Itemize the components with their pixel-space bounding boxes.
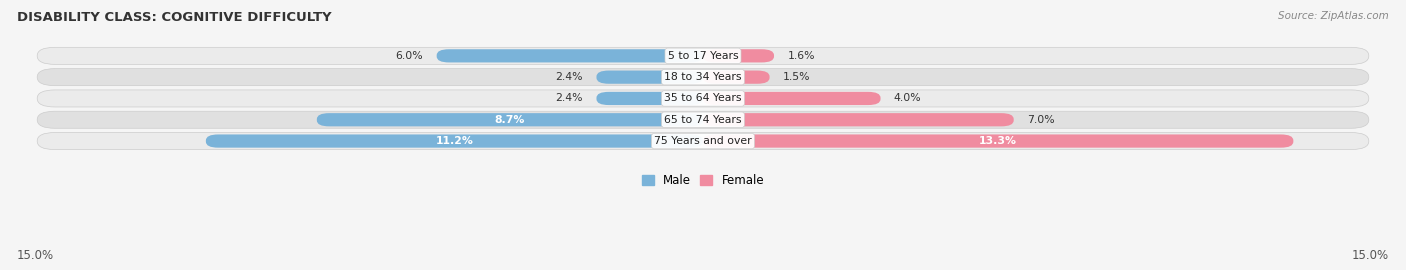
FancyBboxPatch shape [316,113,703,126]
FancyBboxPatch shape [37,47,1369,64]
Text: 15.0%: 15.0% [1353,249,1389,262]
Text: 13.3%: 13.3% [979,136,1017,146]
Legend: Male, Female: Male, Female [637,170,769,192]
FancyBboxPatch shape [37,133,1369,150]
Text: 65 to 74 Years: 65 to 74 Years [664,115,742,125]
FancyBboxPatch shape [205,134,703,148]
Text: 1.5%: 1.5% [783,72,810,82]
Text: 35 to 64 Years: 35 to 64 Years [664,93,742,103]
Text: 75 Years and over: 75 Years and over [654,136,752,146]
FancyBboxPatch shape [703,134,1294,148]
Text: 18 to 34 Years: 18 to 34 Years [664,72,742,82]
Text: 7.0%: 7.0% [1026,115,1054,125]
Text: 2.4%: 2.4% [555,93,583,103]
Text: DISABILITY CLASS: COGNITIVE DIFFICULTY: DISABILITY CLASS: COGNITIVE DIFFICULTY [17,11,332,24]
FancyBboxPatch shape [37,111,1369,128]
Text: Source: ZipAtlas.com: Source: ZipAtlas.com [1278,11,1389,21]
FancyBboxPatch shape [596,70,703,84]
Text: 2.4%: 2.4% [555,72,583,82]
FancyBboxPatch shape [437,49,703,62]
FancyBboxPatch shape [596,92,703,105]
FancyBboxPatch shape [37,69,1369,86]
Text: 8.7%: 8.7% [495,115,524,125]
FancyBboxPatch shape [703,49,775,62]
FancyBboxPatch shape [703,92,880,105]
Text: 11.2%: 11.2% [436,136,474,146]
Text: 1.6%: 1.6% [787,51,815,61]
Text: 15.0%: 15.0% [17,249,53,262]
FancyBboxPatch shape [37,90,1369,107]
FancyBboxPatch shape [703,113,1014,126]
Text: 5 to 17 Years: 5 to 17 Years [668,51,738,61]
Text: 6.0%: 6.0% [395,51,423,61]
Text: 4.0%: 4.0% [894,93,921,103]
FancyBboxPatch shape [703,70,769,84]
